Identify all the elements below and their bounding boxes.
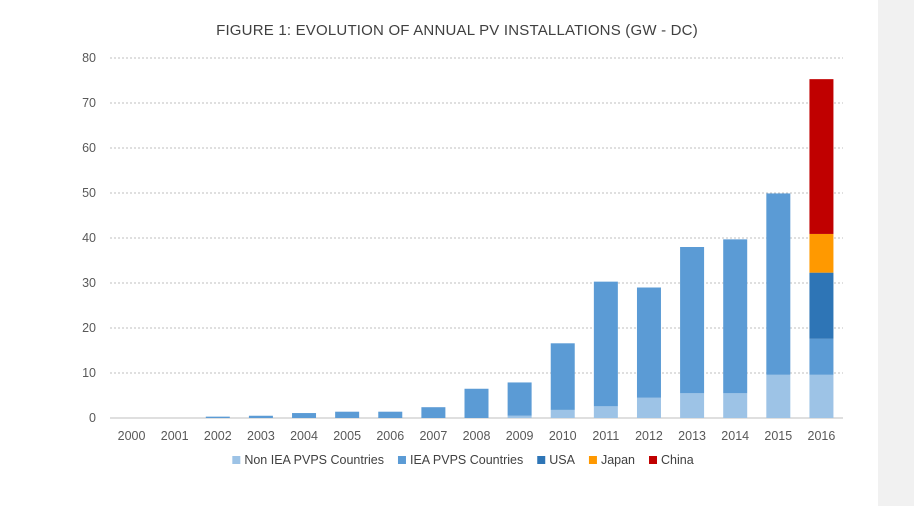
legend-swatch <box>588 456 597 464</box>
bar-segment <box>680 393 705 418</box>
bar-segment <box>507 382 532 416</box>
legend-label: USA <box>549 453 575 467</box>
legend-swatch <box>649 456 658 464</box>
bar-segment <box>205 416 230 418</box>
x-tick-label: 2014 <box>721 429 749 443</box>
bar-segment <box>248 415 273 418</box>
x-tick-label: 2002 <box>204 429 232 443</box>
legend-label: Non IEA PVPS Countries <box>244 453 384 467</box>
bar-segment <box>766 374 791 418</box>
legend-swatch <box>537 456 546 464</box>
x-tick-label: 2012 <box>635 429 663 443</box>
chart-title: FIGURE 1: EVOLUTION OF ANNUAL PV INSTALL… <box>216 22 698 39</box>
bar-segment <box>292 413 317 418</box>
bar-segment <box>636 397 661 418</box>
bar-segment <box>809 272 834 339</box>
bars <box>205 79 834 418</box>
x-tick-label: 2004 <box>290 429 318 443</box>
y-tick-label: 10 <box>82 366 96 380</box>
x-axis: 2000 2001 2002 2003 2004 2005 2006 2007 2008 2009… <box>118 429 836 443</box>
x-tick-label: 2013 <box>678 429 706 443</box>
y-tick-label: 70 <box>82 96 96 110</box>
bar-segment <box>593 406 618 418</box>
legend-label: China <box>661 453 694 467</box>
y-tick-label: 40 <box>82 231 96 245</box>
legend-swatch <box>232 456 241 464</box>
bar-segment <box>680 247 705 394</box>
y-tick-label: 20 <box>82 321 96 335</box>
x-tick-label: 2016 <box>808 429 836 443</box>
bar-segment <box>550 409 575 418</box>
x-tick-label: 2015 <box>764 429 792 443</box>
y-tick-label: 0 <box>89 411 96 425</box>
y-tick-label: 80 <box>82 51 96 65</box>
y-tick-label: 30 <box>82 276 96 290</box>
x-tick-label: 2008 <box>463 429 491 443</box>
bar-segment <box>766 193 791 375</box>
x-tick-label: 2010 <box>549 429 577 443</box>
x-tick-label: 2006 <box>376 429 404 443</box>
bar-segment <box>507 415 532 418</box>
bar-segment <box>723 239 748 394</box>
bar-segment <box>809 79 834 234</box>
bar-segment <box>809 233 834 273</box>
x-tick-label: 2011 <box>592 429 619 443</box>
bar-segment <box>378 411 403 418</box>
x-tick-label: 2005 <box>333 429 361 443</box>
bar-segment <box>550 343 575 410</box>
legend-swatch <box>397 456 406 464</box>
x-tick-label: 2009 <box>506 429 534 443</box>
y-axis: 0 10 20 30 40 50 60 70 80 <box>82 51 96 425</box>
bar-segment <box>723 393 748 418</box>
bar-segment <box>809 338 834 375</box>
bar-segment <box>809 374 834 418</box>
y-tick-label: 60 <box>82 141 96 155</box>
bar-segment <box>335 411 360 418</box>
x-tick-label: 2000 <box>118 429 146 443</box>
y-tick-label: 50 <box>82 186 96 200</box>
bar-segment <box>636 287 661 398</box>
bar-segment <box>464 388 489 418</box>
bar-segment <box>421 407 446 418</box>
legend: Non IEA PVPS Countries IEA PVPS Countries… <box>232 453 694 467</box>
x-tick-label: 2007 <box>419 429 447 443</box>
x-tick-label: 2003 <box>247 429 275 443</box>
x-tick-label: 2001 <box>161 429 189 443</box>
bar-segment <box>593 281 618 407</box>
legend-label: IEA PVPS Countries <box>410 453 523 467</box>
legend-label: Japan <box>601 453 635 467</box>
